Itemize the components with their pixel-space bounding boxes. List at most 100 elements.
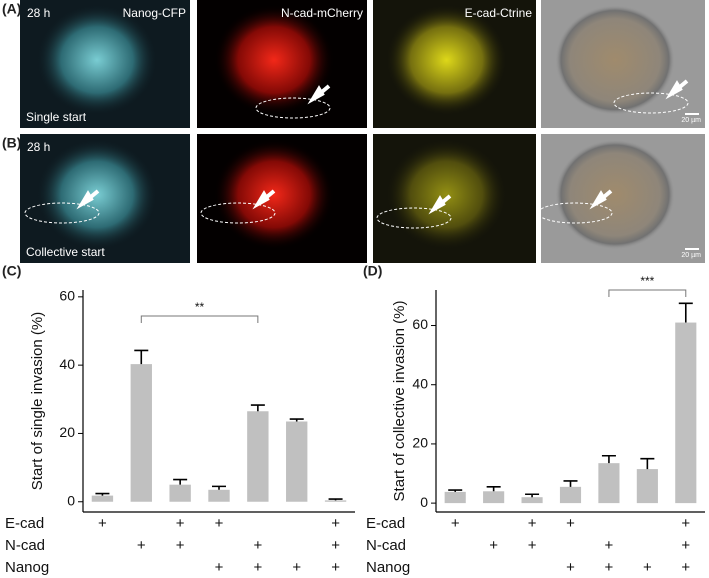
start-mode: Single start bbox=[26, 110, 87, 124]
bar bbox=[636, 469, 658, 504]
error-bar bbox=[678, 302, 693, 323]
condition-mark: + bbox=[489, 537, 498, 554]
cell-cluster bbox=[386, 139, 507, 250]
cell-cluster bbox=[555, 139, 675, 250]
condition-name: Nanog bbox=[366, 559, 410, 576]
bar bbox=[444, 491, 466, 504]
channel-label: N-cad-mCherry bbox=[281, 6, 363, 20]
condition-mark: + bbox=[253, 559, 262, 576]
highlight-ellipse bbox=[613, 92, 689, 114]
cell-cluster bbox=[37, 139, 157, 250]
condition-mark: + bbox=[566, 515, 575, 532]
condition-mark: + bbox=[292, 559, 301, 576]
panel-label: (D) bbox=[363, 263, 382, 279]
condition-name: N-cad bbox=[366, 537, 406, 554]
bar bbox=[130, 364, 152, 502]
condition-mark: + bbox=[98, 515, 107, 532]
error-bar bbox=[328, 498, 343, 501]
error-bar bbox=[525, 493, 540, 498]
error-bar bbox=[173, 478, 188, 485]
time-label: 28 h bbox=[27, 6, 50, 20]
condition-mark: + bbox=[681, 537, 690, 554]
bar bbox=[247, 411, 269, 502]
condition-mark: + bbox=[215, 515, 224, 532]
arrow bbox=[589, 189, 613, 210]
arrow bbox=[665, 79, 689, 100]
arrow bbox=[252, 189, 276, 210]
error-bar bbox=[601, 454, 616, 464]
channel-label: E-cad-Ctrine bbox=[465, 6, 533, 20]
bar bbox=[483, 491, 505, 504]
condition-mark: + bbox=[605, 559, 614, 576]
y-tick-label: 0 bbox=[420, 494, 428, 510]
panel-label: (A) bbox=[2, 1, 21, 17]
y-tick-label: 60 bbox=[59, 288, 75, 304]
condition-mark: + bbox=[253, 537, 262, 554]
y-axis-label: Start of collective invasion (%) bbox=[391, 301, 408, 502]
cell-cluster bbox=[214, 5, 334, 115]
significance-bracket bbox=[608, 289, 687, 297]
cell-cluster bbox=[555, 5, 675, 115]
bar bbox=[91, 495, 114, 502]
condition-name: N-cad bbox=[5, 537, 45, 554]
condition-mark: + bbox=[176, 537, 185, 554]
condition-mark: + bbox=[451, 515, 460, 532]
error-bar bbox=[289, 418, 304, 422]
start-mode: Collective start bbox=[26, 245, 105, 259]
highlight-ellipse bbox=[537, 202, 613, 224]
significance-label: *** bbox=[640, 274, 654, 288]
y-axis-label: Start of single invasion (%) bbox=[29, 312, 46, 490]
error-bar bbox=[640, 457, 655, 470]
condition-mark: + bbox=[681, 515, 690, 532]
cell-cluster bbox=[386, 5, 507, 115]
time-label: 28 h bbox=[27, 140, 50, 154]
y-tick-label: 20 bbox=[59, 424, 75, 440]
highlight-ellipse bbox=[255, 97, 331, 119]
error-bar bbox=[563, 480, 578, 487]
bar bbox=[208, 489, 230, 502]
y-tick-label: 20 bbox=[412, 435, 428, 451]
arrow bbox=[428, 194, 452, 215]
condition-mark: + bbox=[137, 537, 146, 554]
condition-mark: + bbox=[681, 559, 690, 576]
condition-mark: + bbox=[176, 515, 185, 532]
condition-mark: + bbox=[528, 537, 537, 554]
highlight-ellipse bbox=[24, 202, 100, 224]
arrow bbox=[307, 84, 331, 105]
bar bbox=[559, 486, 582, 504]
arrow bbox=[76, 189, 100, 210]
bar bbox=[598, 463, 620, 504]
y-tick-label: 40 bbox=[59, 356, 75, 372]
scale-bar-label: 20 µm bbox=[681, 117, 701, 124]
error-bar bbox=[448, 489, 463, 492]
condition-mark: + bbox=[215, 559, 224, 576]
condition-mark: + bbox=[331, 537, 340, 554]
condition-name: Nanog bbox=[5, 559, 49, 576]
bar bbox=[675, 322, 697, 504]
error-bar bbox=[134, 349, 149, 365]
condition-mark: + bbox=[528, 515, 537, 532]
error-bar bbox=[212, 485, 226, 490]
bar bbox=[521, 497, 543, 504]
bar bbox=[169, 484, 191, 502]
channel-label: Nanog-CFP bbox=[123, 6, 186, 20]
bar bbox=[286, 421, 308, 502]
y-tick-label: 40 bbox=[412, 375, 428, 391]
y-tick-label: 60 bbox=[412, 316, 428, 332]
condition-mark: + bbox=[605, 537, 614, 554]
condition-name: E-cad bbox=[5, 515, 44, 532]
scale-bar-label: 20 µm bbox=[681, 252, 701, 259]
significance-bracket bbox=[140, 315, 259, 323]
cell-cluster bbox=[214, 139, 334, 250]
error-bar bbox=[95, 492, 110, 496]
cell-cluster bbox=[37, 5, 157, 115]
highlight-ellipse bbox=[200, 202, 276, 224]
condition-mark: + bbox=[566, 559, 575, 576]
bar bbox=[324, 500, 347, 502]
panel-label: (C) bbox=[2, 263, 21, 279]
y-tick-label: 0 bbox=[67, 492, 75, 508]
panel-label: (B) bbox=[2, 135, 21, 151]
condition-mark: + bbox=[643, 559, 652, 576]
highlight-ellipse bbox=[376, 207, 452, 229]
